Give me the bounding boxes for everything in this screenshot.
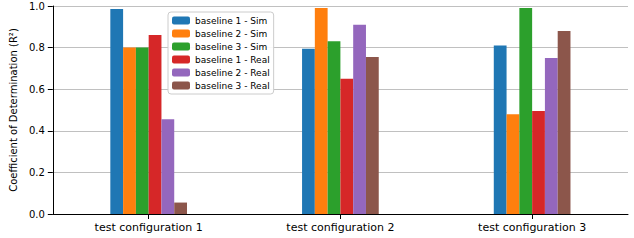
svg-text:test configuration 3: test configuration 3	[478, 221, 586, 234]
svg-text:0.8: 0.8	[29, 42, 45, 53]
svg-text:0.4: 0.4	[29, 125, 45, 136]
svg-text:0.2: 0.2	[29, 167, 45, 178]
svg-text:baseline 1 - Real: baseline 1 - Real	[195, 55, 270, 65]
svg-text:test configuration 2: test configuration 2	[286, 221, 394, 234]
svg-text:baseline 3 - Real: baseline 3 - Real	[195, 81, 270, 91]
svg-text:0.0: 0.0	[29, 209, 45, 220]
svg-text:1.0: 1.0	[29, 1, 45, 12]
svg-text:baseline 1 - Sim: baseline 1 - Sim	[195, 16, 267, 26]
svg-text:baseline 3 - Sim: baseline 3 - Sim	[195, 42, 267, 52]
svg-text:Coefficient of Determination (: Coefficient of Determination (R²)	[8, 28, 19, 192]
svg-text:test configuration 1: test configuration 1	[95, 221, 203, 234]
svg-text:baseline 2 - Real: baseline 2 - Real	[195, 68, 270, 78]
svg-text:baseline 2 - Sim: baseline 2 - Sim	[195, 29, 267, 39]
svg-text:0.6: 0.6	[29, 84, 45, 95]
